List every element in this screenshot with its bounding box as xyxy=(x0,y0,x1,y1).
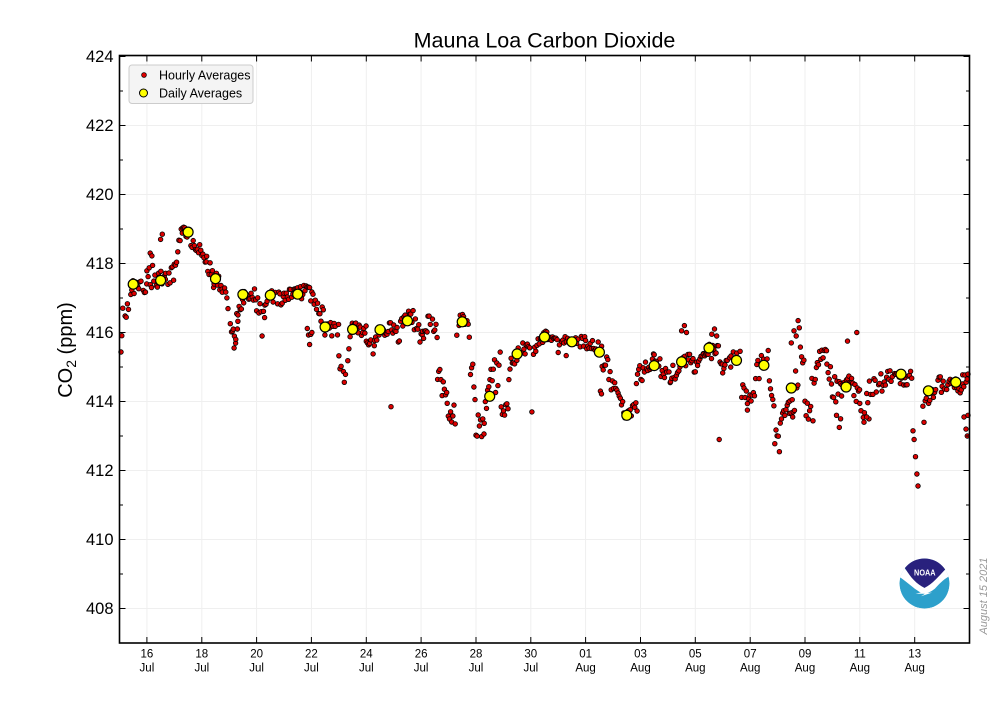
svg-text:18: 18 xyxy=(195,649,208,661)
svg-text:408: 408 xyxy=(86,600,114,618)
svg-text:Jul: Jul xyxy=(469,663,484,675)
svg-text:24: 24 xyxy=(360,649,373,661)
svg-text:420: 420 xyxy=(86,186,114,204)
svg-text:28: 28 xyxy=(470,649,483,661)
svg-text:CO2 (ppm): CO2 (ppm) xyxy=(55,302,79,398)
svg-text:Jul: Jul xyxy=(359,663,374,675)
svg-text:13: 13 xyxy=(908,649,921,661)
svg-text:Jul: Jul xyxy=(194,663,209,675)
svg-text:Aug: Aug xyxy=(795,663,815,675)
svg-text:Daily Averages: Daily Averages xyxy=(159,87,242,101)
svg-text:August 15 2021: August 15 2021 xyxy=(978,557,990,635)
svg-text:16: 16 xyxy=(141,649,154,661)
svg-text:Jul: Jul xyxy=(414,663,429,675)
svg-text:Jul: Jul xyxy=(249,663,264,675)
svg-text:Aug: Aug xyxy=(575,663,595,675)
svg-text:03: 03 xyxy=(634,649,647,661)
svg-text:09: 09 xyxy=(799,649,812,661)
svg-text:Jul: Jul xyxy=(523,663,538,675)
svg-text:418: 418 xyxy=(86,255,114,273)
svg-text:22: 22 xyxy=(305,649,318,661)
svg-text:26: 26 xyxy=(415,649,428,661)
svg-text:NOAA: NOAA xyxy=(914,568,936,578)
svg-text:30: 30 xyxy=(524,649,537,661)
svg-text:424: 424 xyxy=(86,48,114,66)
svg-text:412: 412 xyxy=(86,462,114,480)
svg-text:Mauna Loa Carbon Dioxide: Mauna Loa Carbon Dioxide xyxy=(414,29,676,53)
svg-text:Aug: Aug xyxy=(740,663,760,675)
svg-text:20: 20 xyxy=(250,649,263,661)
svg-text:Aug: Aug xyxy=(904,663,924,675)
svg-text:Jul: Jul xyxy=(304,663,319,675)
svg-text:416: 416 xyxy=(86,324,114,342)
svg-text:422: 422 xyxy=(86,117,114,135)
svg-text:Aug: Aug xyxy=(630,663,650,675)
svg-text:414: 414 xyxy=(86,393,114,411)
svg-text:Hourly Averages: Hourly Averages xyxy=(159,69,251,83)
svg-text:07: 07 xyxy=(744,649,757,661)
svg-text:Aug: Aug xyxy=(685,663,705,675)
svg-text:Jul: Jul xyxy=(140,663,155,675)
svg-text:01: 01 xyxy=(579,649,592,661)
svg-text:410: 410 xyxy=(86,531,114,549)
svg-text:11: 11 xyxy=(854,649,866,661)
svg-text:Aug: Aug xyxy=(850,663,870,675)
svg-text:05: 05 xyxy=(689,649,702,661)
